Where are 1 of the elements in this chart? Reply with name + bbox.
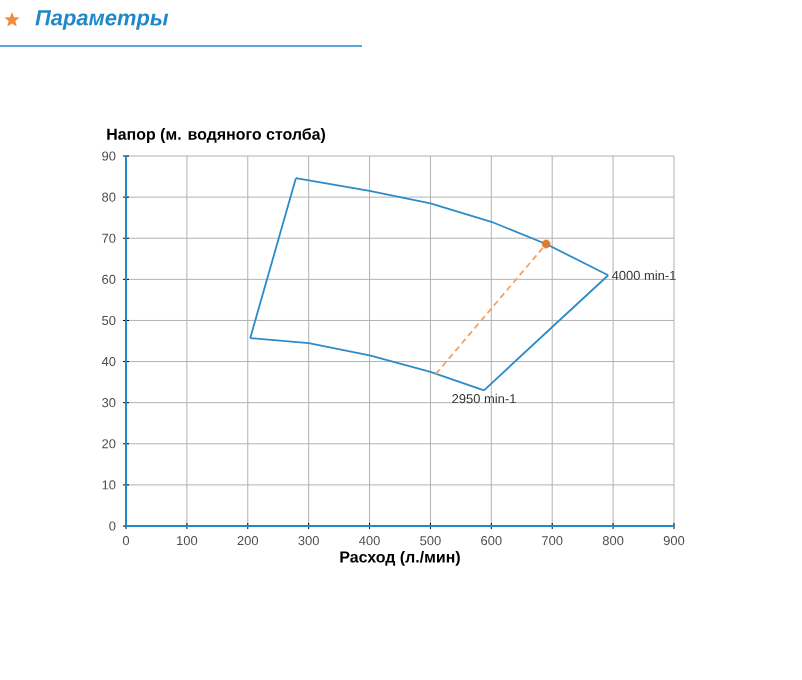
chart-title: Параметры xyxy=(35,10,169,30)
